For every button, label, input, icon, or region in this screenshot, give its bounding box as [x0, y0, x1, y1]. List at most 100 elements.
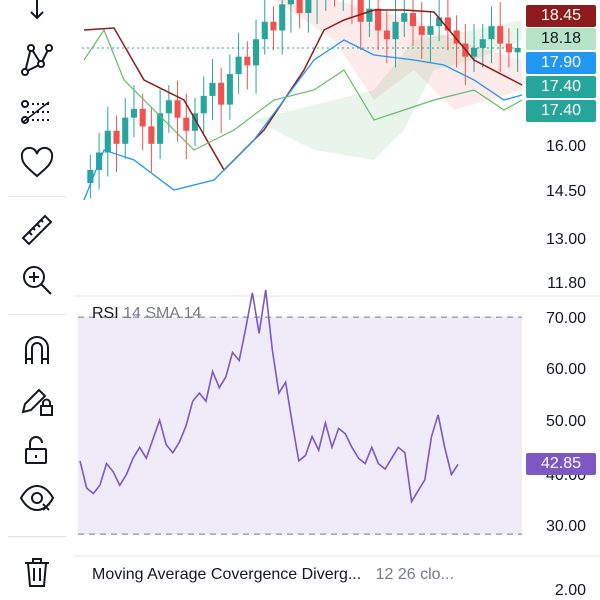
- toolbar-divider: [8, 536, 66, 537]
- trend-line-icon: [30, 0, 44, 20]
- rsi-tick-label: 70.00: [545, 310, 586, 327]
- rsi-legend-params: 14 SMA 14: [123, 305, 202, 322]
- candle-body: [279, 4, 286, 31]
- eye-icon: [19, 484, 55, 512]
- macd-tick-label: 2.00: [554, 582, 586, 599]
- fibonacci-tool[interactable]: [14, 92, 60, 132]
- candle-body: [418, 26, 425, 35]
- fibonacci-icon: [21, 100, 51, 124]
- candle-body: [427, 26, 434, 35]
- lagging-span: [83, 28, 523, 151]
- candle-body: [357, 0, 364, 22]
- candle-body: [453, 30, 460, 44]
- price-tag: 18.45: [526, 5, 596, 27]
- candle-body: [383, 30, 390, 40]
- rsi-legend-name: RSI: [92, 305, 119, 322]
- candle-body: [479, 39, 486, 48]
- candle-body: [514, 47, 521, 53]
- candle-body: [287, 0, 294, 5]
- pattern-icon: [21, 44, 53, 76]
- candle-body: [270, 21, 277, 31]
- favorites-tool[interactable]: [14, 143, 60, 183]
- candle-body: [226, 74, 233, 105]
- price-tag: 18.18: [526, 28, 596, 50]
- lock-drawings-tool[interactable]: [14, 380, 60, 420]
- rsi-tick-label: 60.00: [545, 361, 586, 378]
- candle-body: [200, 95, 207, 114]
- candle-body: [165, 100, 172, 114]
- pattern-tool[interactable]: [14, 40, 60, 80]
- candle-body: [497, 26, 504, 44]
- magnet-tool[interactable]: [14, 330, 60, 370]
- candle-body: [174, 100, 181, 118]
- macd-legend-name: Moving Average Covergence Diverg...: [92, 566, 362, 583]
- toolbar-divider: [8, 196, 66, 197]
- candle-body: [261, 21, 268, 40]
- candle-body: [235, 56, 242, 75]
- candle-body: [157, 113, 164, 144]
- ruler-icon: [21, 214, 53, 246]
- chart-area[interactable]: RSI 14 SMA 14 Moving Average Covergence …: [74, 0, 600, 600]
- trend-line-tool[interactable]: [14, 0, 60, 30]
- cloud-red: [174, 0, 522, 110]
- candle-body: [375, 8, 382, 31]
- measure-tool[interactable]: [14, 210, 60, 250]
- candle-body: [209, 82, 216, 96]
- candle-body: [122, 117, 129, 144]
- candle-body: [392, 21, 399, 40]
- rsi-current-value-tag: 42.85: [526, 453, 596, 476]
- candle-body: [401, 13, 408, 22]
- candle-body: [183, 117, 190, 131]
- zoom-in-tool[interactable]: [14, 260, 60, 300]
- rsi-line: [79, 289, 459, 504]
- hide-tool[interactable]: [14, 478, 60, 518]
- candle-body: [305, 0, 312, 14]
- price-tag: 17.90: [526, 52, 596, 74]
- candle-body: [148, 126, 155, 144]
- candle-body: [113, 130, 120, 144]
- price-pane: [74, 0, 600, 557]
- heart-icon: [20, 146, 54, 178]
- price-tick-label: 11.80: [547, 275, 586, 292]
- candle-body: [218, 82, 225, 105]
- drawing-toolbar: [0, 0, 74, 600]
- candle-body: [488, 26, 495, 40]
- candle-body: [470, 47, 478, 57]
- conversion-line: [83, 9, 523, 172]
- magnet-icon: [25, 336, 49, 364]
- unlock-icon: [25, 436, 47, 464]
- rsi-tick-label: 30.00: [545, 518, 586, 535]
- candle-body: [505, 43, 512, 53]
- price-tick-label: 16.00: [545, 138, 586, 155]
- price-tag-last: 17.40: [526, 100, 596, 122]
- candle-body: [409, 13, 417, 27]
- candle-body: [436, 17, 443, 27]
- candle-body: [244, 56, 251, 66]
- zoom-in-icon: [23, 266, 52, 295]
- price-tick-label: 13.00: [545, 231, 586, 248]
- delete-tool[interactable]: [14, 552, 60, 592]
- trash-icon: [25, 558, 49, 587]
- toolbar-divider: [8, 314, 66, 315]
- rsi-legend[interactable]: RSI 14 SMA 14: [92, 305, 201, 323]
- rsi-band-background: [78, 317, 522, 535]
- macd-legend-params: 12 26 clo...: [375, 566, 454, 583]
- rsi-pane: [78, 289, 522, 535]
- chart-canvas[interactable]: [74, 0, 600, 600]
- lock-all-tool[interactable]: [14, 430, 60, 470]
- candle-body: [87, 169, 94, 184]
- macd-legend[interactable]: Moving Average Covergence Diverg... 12 2…: [92, 566, 454, 584]
- candle-body: [252, 39, 260, 66]
- candle-body: [104, 130, 111, 153]
- base-line: [83, 39, 523, 201]
- candle-body: [444, 17, 451, 31]
- pencil-lock-icon: [21, 388, 53, 416]
- candle-body: [130, 108, 138, 118]
- price-tag: 17.40: [526, 76, 596, 98]
- candle-body: [296, 0, 303, 14]
- candle-body: [191, 113, 199, 131]
- candle-body: [366, 8, 373, 22]
- price-tick-label: 14.50: [545, 183, 586, 200]
- cloud-green: [254, 20, 522, 160]
- rsi-tick-label: 50.00: [545, 413, 586, 430]
